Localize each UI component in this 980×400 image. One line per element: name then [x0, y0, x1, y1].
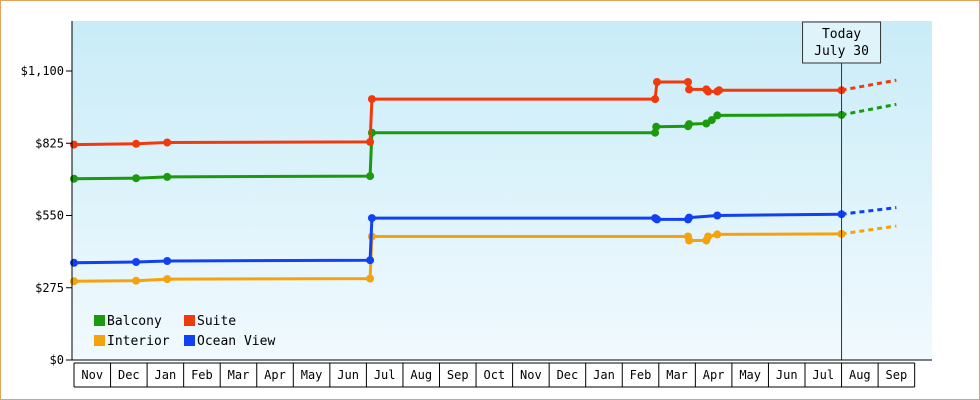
- x-tick-label: Nov: [520, 368, 542, 382]
- series-forecast-line: [841, 206, 897, 216]
- x-tick-label: Feb: [630, 368, 652, 382]
- x-tick-label: Apr: [703, 368, 725, 382]
- series-forecast-line: [841, 102, 897, 117]
- data-point[interactable]: [366, 172, 375, 181]
- today-box: [802, 21, 882, 64]
- data-point[interactable]: [704, 87, 713, 96]
- legend-item-suite[interactable]: Suite: [184, 314, 236, 329]
- x-tick-label: Jan: [593, 368, 615, 382]
- data-point[interactable]: [707, 116, 716, 125]
- data-point[interactable]: [70, 140, 78, 149]
- data-point[interactable]: [685, 213, 694, 222]
- x-tick-label: Feb: [191, 368, 213, 382]
- data-point[interactable]: [685, 120, 694, 129]
- x-tick-label: Sep: [886, 368, 908, 382]
- legend-item-balcony[interactable]: Balcony: [94, 314, 162, 329]
- series-suite: [70, 78, 897, 149]
- legend-item-ocean-view[interactable]: Ocean View: [184, 334, 275, 349]
- data-point[interactable]: [713, 211, 722, 220]
- x-tick-label: Jul: [812, 368, 834, 382]
- y-tick-label: $275: [35, 281, 64, 295]
- data-point[interactable]: [163, 275, 172, 284]
- x-tick-label: Sep: [447, 368, 469, 382]
- series-layer: [70, 78, 897, 286]
- legend-swatch: [94, 315, 105, 326]
- data-point[interactable]: [653, 78, 661, 86]
- data-point[interactable]: [652, 122, 661, 131]
- today-marker-layer: Today July 30: [802, 21, 882, 360]
- legend-label: Suite: [197, 314, 236, 329]
- data-point[interactable]: [366, 137, 375, 146]
- data-point[interactable]: [715, 86, 724, 95]
- x-tick-label: Aug: [410, 368, 432, 382]
- x-tick-label: Oct: [483, 368, 505, 382]
- series-balcony: [70, 102, 897, 183]
- series-forecast-line: [841, 224, 897, 236]
- data-point[interactable]: [684, 78, 692, 86]
- x-tick-label: Jan: [155, 368, 177, 382]
- legend-label: Ocean View: [197, 334, 275, 349]
- x-tick-label: Jul: [374, 368, 396, 382]
- x-tick-label: Apr: [264, 368, 286, 382]
- legend-swatch: [94, 335, 105, 346]
- x-tick-label: Nov: [81, 368, 103, 382]
- data-point[interactable]: [366, 274, 375, 283]
- data-point[interactable]: [685, 85, 694, 94]
- data-point[interactable]: [366, 256, 375, 265]
- data-point[interactable]: [704, 232, 713, 241]
- plot-background: [72, 21, 932, 360]
- data-point[interactable]: [685, 236, 694, 245]
- data-point[interactable]: [653, 215, 661, 224]
- legend-item-interior[interactable]: Interior: [94, 334, 170, 349]
- legend: Balcony Suite Interior Ocean View: [94, 314, 275, 349]
- data-point[interactable]: [70, 174, 78, 183]
- legend-label: Interior: [107, 334, 170, 349]
- x-tick-label: Dec: [118, 368, 140, 382]
- data-point[interactable]: [132, 276, 141, 285]
- data-point[interactable]: [163, 257, 172, 265]
- axis-layer: $0 $275 $550 $825 $1,100 Nov Dec Jan Feb Mar Apr Ma…: [21, 21, 932, 388]
- data-point[interactable]: [132, 139, 141, 148]
- data-point[interactable]: [163, 172, 172, 181]
- x-tick-label: Jun: [776, 368, 798, 382]
- x-tick-label: Dec: [557, 368, 579, 382]
- x-tick-label: May: [739, 368, 761, 382]
- data-point[interactable]: [713, 230, 722, 239]
- series-interior: [70, 224, 897, 286]
- data-point[interactable]: [651, 128, 660, 137]
- data-point[interactable]: [70, 277, 78, 286]
- legend-swatch: [184, 315, 195, 326]
- legend-swatch: [184, 335, 195, 346]
- x-tick-label: Jun: [337, 368, 359, 382]
- y-tick-label: $0: [50, 353, 64, 367]
- x-tick-label: Mar: [666, 368, 688, 382]
- y-tick-label: $550: [35, 209, 64, 223]
- legend-label: Balcony: [107, 314, 162, 329]
- data-point[interactable]: [70, 258, 78, 267]
- series-ocean-view: [70, 206, 897, 267]
- x-tick-label: Mar: [228, 368, 250, 382]
- series-forecast-line: [841, 78, 897, 92]
- data-point[interactable]: [132, 174, 141, 183]
- data-point[interactable]: [651, 95, 660, 104]
- y-tick-label: $825: [35, 136, 64, 150]
- data-point[interactable]: [367, 214, 376, 223]
- data-point[interactable]: [163, 138, 172, 147]
- y-tick-label: $1,100: [21, 64, 64, 78]
- data-point[interactable]: [367, 95, 376, 104]
- data-point[interactable]: [132, 258, 141, 266]
- data-point[interactable]: [713, 111, 722, 120]
- x-tick-label: May: [301, 368, 323, 382]
- x-tick-label: Aug: [849, 368, 871, 382]
- today-date: July 30: [814, 44, 869, 59]
- today-label: Today: [822, 27, 861, 42]
